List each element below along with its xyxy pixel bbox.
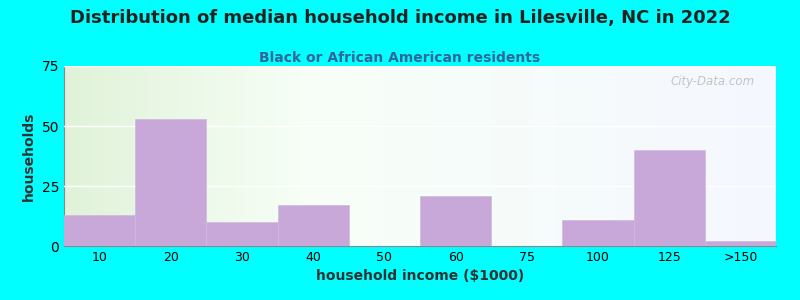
Text: City-Data.com: City-Data.com — [670, 75, 754, 88]
Bar — [64, 215, 135, 246]
Y-axis label: households: households — [22, 111, 36, 201]
Bar — [562, 220, 634, 246]
Text: Distribution of median household income in Lilesville, NC in 2022: Distribution of median household income … — [70, 9, 730, 27]
Bar — [420, 196, 491, 246]
Bar — [705, 241, 776, 246]
Bar — [634, 150, 705, 246]
Bar — [278, 205, 349, 246]
Bar — [135, 119, 206, 246]
X-axis label: household income ($1000): household income ($1000) — [316, 269, 524, 284]
Text: Black or African American residents: Black or African American residents — [259, 51, 541, 65]
Bar — [206, 222, 278, 246]
